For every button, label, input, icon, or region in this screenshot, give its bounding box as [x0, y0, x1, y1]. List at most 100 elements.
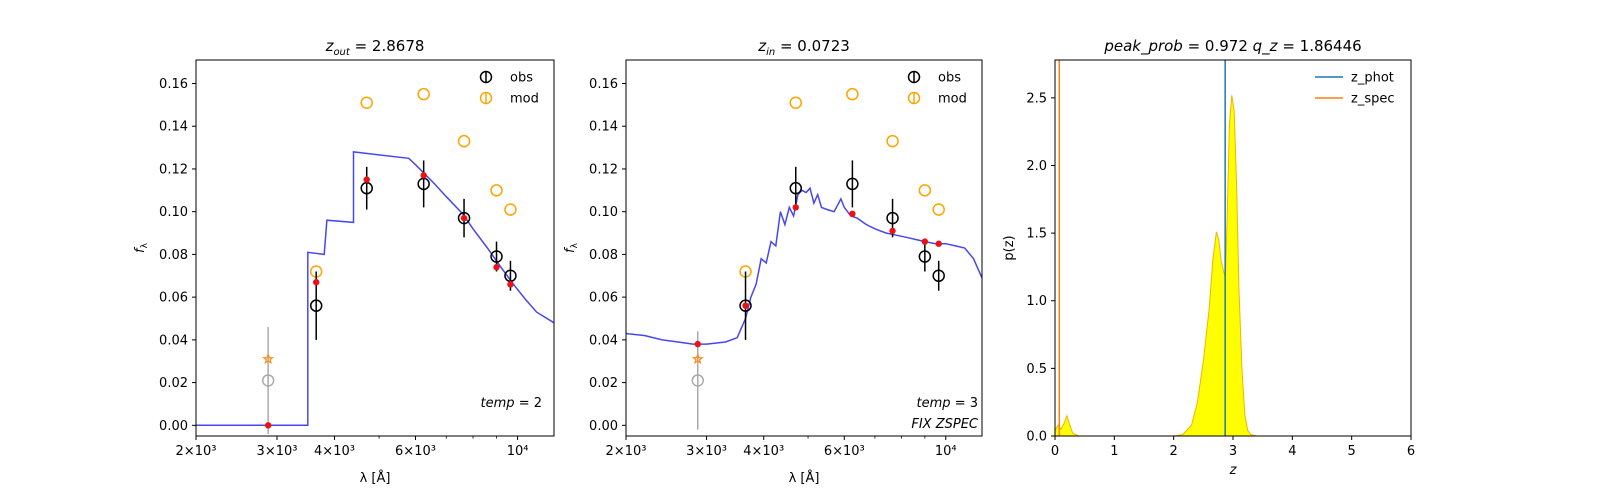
y-tick-label: 0.0 — [1026, 430, 1047, 445]
x-tick-label: 5 — [1348, 444, 1356, 459]
mod-point — [490, 184, 503, 197]
obs-point — [739, 299, 752, 312]
mod-point — [932, 203, 945, 216]
mod-point — [918, 184, 932, 197]
y-tick-label: 0.08 — [159, 248, 188, 263]
x-tick-label: 10⁴ — [507, 444, 529, 459]
y-tick-label: 0.02 — [589, 376, 618, 391]
x-tick-label: 6 — [1407, 444, 1415, 459]
sed-panel-in: 0.00 0.02 0.04 0.06 0.08 0.10 0.12 0.14 0.16 2×10… — [563, 37, 983, 486]
model-flux-point — [264, 422, 272, 429]
y-tick-label: 0.12 — [589, 162, 618, 177]
upper-limit-star — [691, 352, 704, 365]
model-flux-point — [742, 302, 749, 309]
x-axis-label: λ [Å] — [360, 470, 391, 486]
y-tick-label: 0.16 — [589, 77, 618, 92]
model-flux-point — [792, 204, 799, 211]
obs-point — [457, 211, 471, 225]
sed-panel-out: 0.00 0.02 0.04 0.06 0.08 0.10 0.12 0.14 0.16 2×10… — [133, 37, 555, 486]
x-tick-label: 3×10³ — [686, 444, 727, 459]
x-tick-label: 2×10³ — [606, 444, 647, 459]
y-tick-label: 1.5 — [1026, 227, 1047, 242]
legend-label: z_phot — [1351, 71, 1394, 86]
legend-marker — [479, 91, 493, 105]
obs-point — [918, 250, 932, 263]
legend-label: mod — [938, 92, 967, 107]
y-tick-label: 0.16 — [159, 77, 188, 92]
legend: z_phot z_spec — [1315, 71, 1395, 107]
mod-point — [846, 87, 859, 101]
x-tick-label: 3 — [1229, 444, 1237, 459]
x-tick-label: 4 — [1288, 444, 1296, 459]
chart-title: peak_prob = 0.972 q_z = 1.86446 — [1103, 37, 1361, 56]
y-tick-label: 0.12 — [159, 162, 188, 177]
y-tick-label: 0.00 — [589, 419, 618, 434]
template-sed-curve — [626, 186, 982, 345]
legend-marker — [907, 91, 921, 105]
model-flux-point — [921, 238, 929, 245]
legend-marker — [907, 70, 921, 84]
obs-point — [309, 299, 323, 312]
y-tick-label: 0.14 — [159, 120, 188, 135]
mod-point — [417, 87, 430, 101]
legend-label: obs — [938, 71, 961, 86]
upper-limit-star — [262, 352, 275, 365]
y-tick-label: 0.06 — [589, 291, 618, 306]
x-tick-label: 3×10³ — [257, 444, 298, 459]
y-tick-label: 0.10 — [159, 205, 188, 220]
y-axis-label: fλ — [133, 242, 150, 253]
y-tick-label: 0.08 — [589, 248, 618, 263]
chart-title: zin = 0.0723 — [757, 37, 850, 58]
legend-marker — [479, 70, 493, 84]
model-flux-point — [935, 240, 942, 247]
pz-curve — [1054, 95, 1352, 437]
legend-label: obs — [510, 71, 533, 86]
mod-point — [504, 203, 517, 216]
x-axis-label: z — [1229, 463, 1238, 478]
chart-title: zout = 2.8678 — [325, 37, 425, 58]
model-flux-point — [460, 214, 468, 222]
mod-point — [886, 134, 899, 148]
model-flux-point — [889, 227, 896, 235]
x-tick-label: 2 — [1170, 444, 1178, 459]
y-tick-label: 0.02 — [159, 376, 188, 391]
y-tick-label: 0.5 — [1026, 362, 1047, 377]
dropout-point — [691, 374, 705, 387]
y-axis-label: fλ — [563, 242, 580, 253]
template-annotation: temp = 2 — [481, 396, 542, 411]
x-axis-label: λ [Å] — [789, 470, 820, 486]
legend: obs mod — [479, 70, 539, 107]
mod-point — [360, 96, 373, 109]
model-flux-point — [694, 340, 701, 348]
x-tick-label: 0 — [1051, 444, 1059, 459]
model-flux-point — [507, 281, 514, 288]
obs-point — [846, 177, 859, 191]
model-flux-point — [420, 172, 427, 179]
y-tick-label: 0.04 — [589, 333, 618, 348]
y-tick-label: 0.04 — [159, 333, 188, 348]
y-tick-label: 0.14 — [589, 120, 618, 135]
x-tick-label: 6×10³ — [395, 444, 436, 459]
obs-point — [932, 269, 945, 283]
x-tick-label: 1 — [1110, 444, 1118, 459]
model-flux-point — [849, 210, 856, 218]
template-annotation: temp = 3 — [917, 396, 978, 411]
mod-point — [457, 134, 471, 148]
y-tick-label: 2.0 — [1026, 159, 1047, 174]
legend: obs mod — [907, 70, 967, 107]
y-tick-label: 1.0 — [1026, 294, 1047, 309]
template-sed-curve — [196, 151, 554, 427]
model-flux-point — [493, 264, 500, 271]
y-axis-label: p(z) — [1002, 235, 1017, 260]
mod-point — [789, 96, 803, 109]
x-tick-label: 2×10³ — [176, 444, 217, 459]
obs-point — [490, 250, 503, 263]
obs-point — [789, 181, 803, 195]
x-tick-label: 10⁴ — [935, 444, 957, 459]
x-tick-label: 6×10³ — [824, 444, 865, 459]
y-tick-label: 2.5 — [1026, 91, 1047, 106]
y-tick-label: 0.00 — [159, 419, 188, 434]
model-flux-point — [363, 176, 370, 183]
y-tick-label: 0.06 — [159, 291, 188, 306]
